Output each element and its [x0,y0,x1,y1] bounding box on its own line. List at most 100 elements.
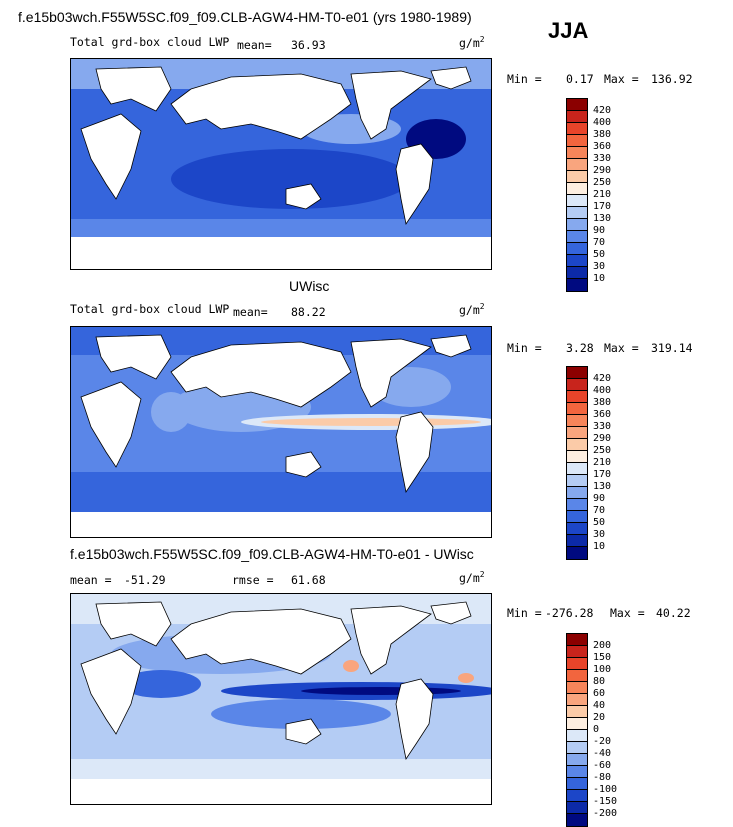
colorbar-level-label: 50 [593,249,606,260]
colorbar-level-label: -200 [593,808,618,819]
colorbar-swatch [567,415,587,427]
colorbar-swatch [567,99,587,111]
panel-3-rmse-label: rmse = [232,573,274,587]
panel-2-max-label: Max = [604,341,639,355]
panel-1-colorbar [566,98,588,292]
colorbar-swatch [567,183,587,195]
colorbar-swatch [567,535,587,547]
colorbar-level-label: 200 [593,640,612,651]
colorbar-level-label: 100 [593,664,612,675]
colorbar-swatch [567,231,587,243]
colorbar-swatch [567,391,587,403]
colorbar-swatch [567,451,587,463]
panel-2-field-label: Total grd-box cloud LWP [70,302,230,316]
panel-2-mean-value: 88.22 [291,305,326,319]
colorbar-level-label: 380 [593,397,612,408]
panel-1-mean-value: 36.93 [291,38,326,52]
colorbar-swatch [567,475,587,487]
panel-3-min-value: -276.28 [545,606,594,620]
colorbar-level-label: 10 [593,273,606,284]
colorbar-swatch [567,159,587,171]
panel-1-min-value: 0.17 [566,72,594,86]
colorbar-swatch [567,511,587,523]
panel-1-map [70,58,492,270]
colorbar-level-label: 380 [593,129,612,140]
colorbar-level-label: 70 [593,237,606,248]
colorbar-swatch [567,754,587,766]
colorbar-swatch [567,367,587,379]
colorbar-level-label: -150 [593,796,618,807]
colorbar-level-label: 90 [593,225,606,236]
panel-2-map-svg [71,327,491,537]
panel-3-map-svg [71,594,491,804]
colorbar-swatch [567,670,587,682]
panel-2-mean-label: mean= [233,305,268,319]
colorbar-level-label: 400 [593,117,612,128]
panel-1-map-svg [71,59,491,269]
panel-3-rmse-value: 61.68 [291,573,326,587]
colorbar-swatch [567,255,587,267]
panel-1-units: g/m2 [459,35,485,50]
colorbar-swatch [567,171,587,183]
colorbar-level-label: 30 [593,529,606,540]
colorbar-level-label: -20 [593,736,612,747]
colorbar-swatch [567,135,587,147]
colorbar-swatch [567,439,587,451]
colorbar-level-label: 290 [593,165,612,176]
panel-2-map [70,326,492,538]
panel-1-max-value: 136.92 [651,72,693,86]
colorbar-swatch [567,814,587,826]
colorbar-level-label: 170 [593,469,612,480]
colorbar-level-label: 130 [593,481,612,492]
colorbar-swatch [567,499,587,511]
colorbar-swatch [567,790,587,802]
colorbar-level-label: 420 [593,105,612,116]
colorbar-swatch [567,694,587,706]
panel-3-colorbar [566,633,588,827]
colorbar-swatch [567,634,587,646]
colorbar-level-label: -40 [593,748,612,759]
colorbar-swatch [567,111,587,123]
colorbar-level-label: 0 [593,724,600,735]
colorbar-level-label: 170 [593,201,612,212]
colorbar-level-label: 420 [593,373,612,384]
colorbar-swatch [567,742,587,754]
colorbar-level-label: 210 [593,189,612,200]
colorbar-level-label: 60 [593,688,606,699]
colorbar-swatch [567,523,587,535]
colorbar-swatch [567,487,587,499]
colorbar-level-label: 330 [593,153,612,164]
colorbar-level-label: 250 [593,177,612,188]
panel-1-mean-label: mean= [237,38,272,52]
colorbar-level-label: 150 [593,652,612,663]
colorbar-level-label: 90 [593,493,606,504]
colorbar-level-label: -100 [593,784,618,795]
colorbar-level-label: 80 [593,676,606,687]
colorbar-swatch [567,403,587,415]
colorbar-level-label: 210 [593,457,612,468]
panel-3-heading: f.e15b03wch.F55W5SC.f09_f09.CLB-AGW4-HM-… [70,546,474,562]
panel-1-field-label: Total grd-box cloud LWP [70,35,230,49]
colorbar-level-label: 250 [593,445,612,456]
colorbar-swatch [567,123,587,135]
colorbar-level-label: 20 [593,712,606,723]
colorbar-level-label: 10 [593,541,606,552]
colorbar-level-label: 70 [593,505,606,516]
panel-2-units: g/m2 [459,302,485,317]
colorbar-level-label: 40 [593,700,606,711]
panel-2-min-label: Min = [507,341,542,355]
colorbar-swatch [567,802,587,814]
colorbar-level-label: 30 [593,261,606,272]
colorbar-level-label: 400 [593,385,612,396]
colorbar-level-label: -60 [593,760,612,771]
colorbar-swatch [567,706,587,718]
panel-3-max-label: Max = [610,606,645,620]
colorbar-swatch [567,547,587,559]
colorbar-level-label: 360 [593,141,612,152]
colorbar-swatch [567,219,587,231]
panel-3-max-value: 40.22 [656,606,691,620]
colorbar-level-label: 330 [593,421,612,432]
panel-3-mean-label: mean = [70,573,112,587]
panel-3-map [70,593,492,805]
colorbar-swatch [567,718,587,730]
